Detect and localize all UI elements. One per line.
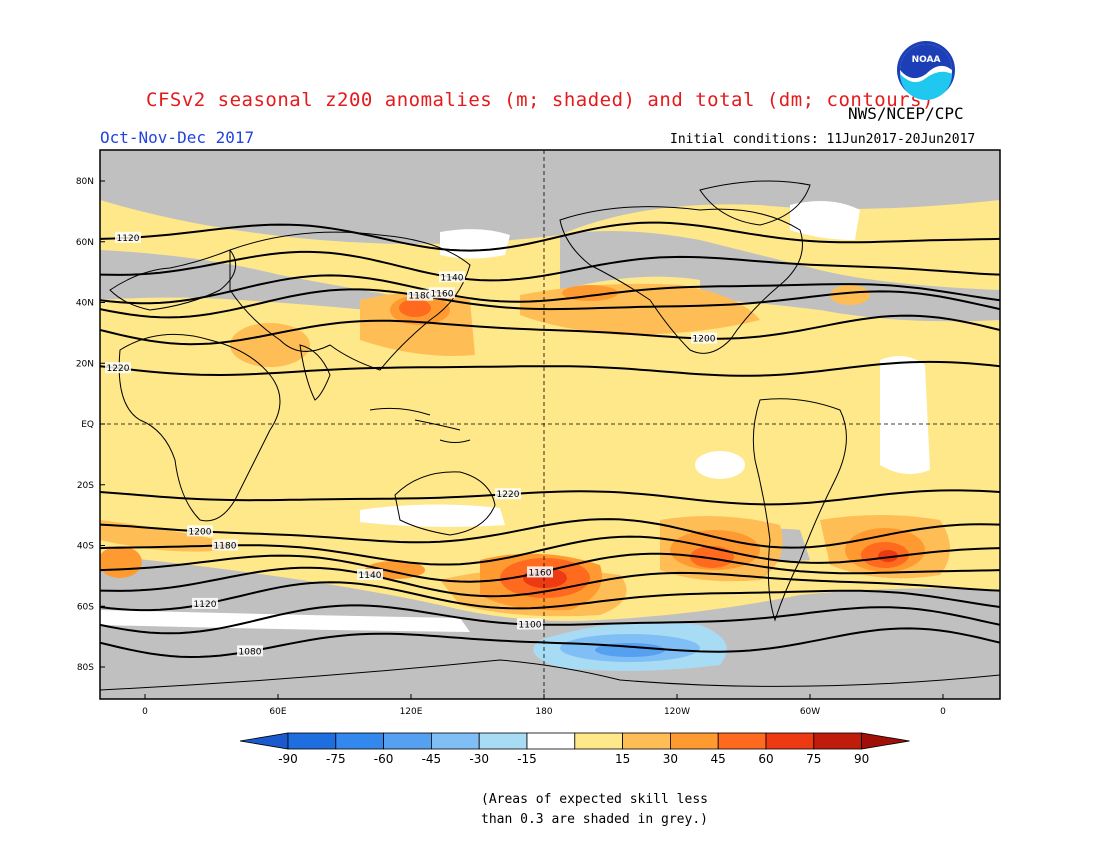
footnote-line-1: (Areas of expected skill less <box>481 792 708 807</box>
colorbar-label: 45 <box>711 752 726 766</box>
colorbar-box <box>430 732 480 750</box>
contour-label-bg <box>212 539 238 551</box>
contour-line <box>100 360 1000 377</box>
colorbar-box <box>526 732 576 750</box>
lat-tick-label: 60N <box>76 238 94 248</box>
colorbar-label: -90 <box>278 752 298 766</box>
lat-tick-label: 80S <box>77 663 94 673</box>
contour-label: 1140 <box>359 571 382 581</box>
colorbar-label: 75 <box>806 752 821 766</box>
contour-line <box>100 221 1000 252</box>
colorbar-label: -30 <box>469 752 489 766</box>
contour-label: 1160 <box>431 289 454 299</box>
lat-tick-label: 40S <box>77 542 94 552</box>
map-title: CFSv2 seasonal z200 anomalies (m; shaded… <box>146 89 934 111</box>
colorbar-box <box>335 732 384 750</box>
contour-label-bg <box>517 618 543 630</box>
lon-tick-label: 180 <box>535 707 552 717</box>
contour-label: 1140 <box>441 273 464 283</box>
contour-label-bg <box>115 231 141 243</box>
contour-label: 1100 <box>519 621 542 631</box>
colorbar-box <box>717 732 767 750</box>
contour-label: 1160 <box>529 568 552 578</box>
contour-label: 1200 <box>693 335 716 345</box>
contour-label-bg <box>357 568 383 580</box>
colorbar-label: 30 <box>663 752 678 766</box>
colorbar-label: 60 <box>758 752 773 766</box>
lon-tick-label: 0 <box>142 707 148 717</box>
colorbar-label: 90 <box>854 752 869 766</box>
lat-tick-label: 60S <box>77 602 94 612</box>
contour-line <box>100 274 1000 305</box>
contour-label-bg <box>192 597 218 609</box>
contour-line <box>100 518 1000 549</box>
colorbar-label: -45 <box>422 752 442 766</box>
colorbar-box <box>813 732 862 750</box>
contour-label-bg <box>439 271 465 283</box>
contour-line <box>100 250 1000 282</box>
colorbar-label: 15 <box>615 752 630 766</box>
colorbar-box <box>478 732 528 750</box>
latitude-ticks: 80N 60N 40N 20N EQ 20S 40S 60S 80S <box>76 177 105 673</box>
noaa-logo: NOAA <box>897 41 955 100</box>
colorbar-box <box>670 732 719 750</box>
colorbar-neg-end <box>239 732 289 750</box>
contour-label: 1220 <box>107 364 130 374</box>
contour-label-bg <box>237 645 263 657</box>
longitude-ticks: 0 60E 120E 180 120W 60W 0 <box>142 694 946 717</box>
contour-line <box>100 314 1000 346</box>
contour-line <box>100 581 1000 612</box>
contour-label: 1180 <box>409 292 432 302</box>
colorbar-box <box>765 732 815 750</box>
lat-tick-label: EQ <box>81 420 94 430</box>
lon-tick-label: 60E <box>269 707 286 717</box>
contour-label: 1220 <box>497 490 520 500</box>
lon-tick-label: 60W <box>800 707 820 717</box>
contour-line <box>100 489 1000 506</box>
footnote-line-2: than 0.3 are shaded in grey.) <box>481 812 708 827</box>
contour-label: 1120 <box>194 600 217 610</box>
colorbar-pos-end <box>861 732 910 750</box>
contour-label-bg <box>187 525 213 537</box>
forecast-period: Oct-Nov-Dec 2017 <box>100 128 255 147</box>
agency-label: NWS/NCEP/CPC <box>848 104 964 123</box>
colorbar-box <box>622 732 671 750</box>
contour-label-bg <box>495 488 521 500</box>
contour-lines <box>100 221 1000 659</box>
lat-tick-label: 20N <box>76 359 94 369</box>
colorbar-box <box>574 732 623 750</box>
lon-tick-label: 0 <box>940 707 946 717</box>
low-skill-grey-areas <box>100 150 1000 699</box>
colorbar-label: -75 <box>326 752 346 766</box>
contour-line <box>100 604 1000 635</box>
lon-tick-label: 120E <box>400 707 423 717</box>
colorbar-label: -15 <box>517 752 537 766</box>
contour-label-bg <box>429 287 455 299</box>
contour-label: 1200 <box>189 527 212 537</box>
colorbar-box <box>383 732 432 750</box>
lat-tick-label: 80N <box>76 177 94 187</box>
initial-conditions: Initial conditions: 11Jun2017-20Jun2017 <box>670 132 976 147</box>
noaa-logo-text: NOAA <box>912 55 941 65</box>
contour-line <box>100 288 1000 319</box>
contour-label-bg <box>691 332 717 344</box>
near-zero-white-areas <box>100 201 930 632</box>
contour-line <box>100 535 1000 566</box>
lat-tick-label: 40N <box>76 299 94 309</box>
contour-line <box>100 566 1000 598</box>
lat-tick-label: 20S <box>77 481 94 491</box>
contour-label: 1080 <box>239 647 262 657</box>
colorbar-label: -60 <box>374 752 394 766</box>
colorbar-box <box>287 732 337 750</box>
contour-label-bg <box>105 362 131 374</box>
contour-label-bg <box>407 289 433 301</box>
contour-label: 1120 <box>117 234 140 244</box>
contour-label-bg <box>527 566 553 578</box>
lon-tick-label: 120W <box>664 707 690 717</box>
contour-label: 1180 <box>214 541 237 551</box>
